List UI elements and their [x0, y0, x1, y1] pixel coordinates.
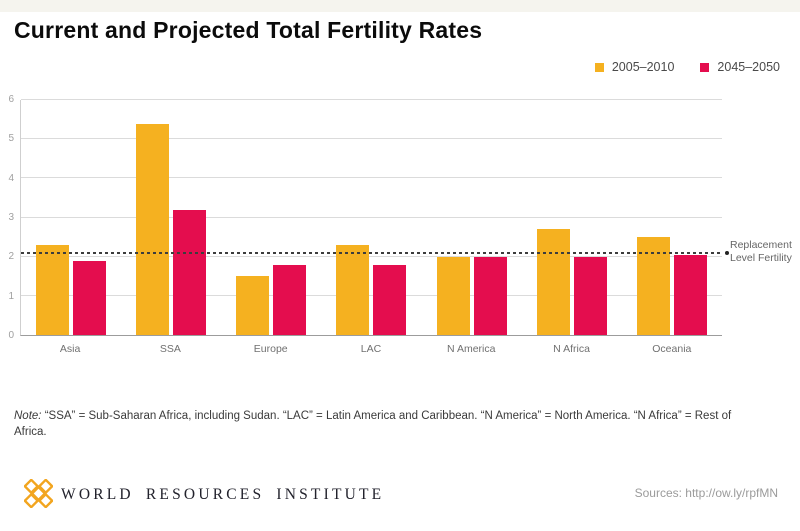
bar-2005–2010: [136, 123, 170, 335]
sources-link[interactable]: Sources: http://ow.ly/rpfMN: [634, 486, 778, 500]
x-axis-label: SSA: [159, 343, 181, 355]
y-tick-label: 2: [8, 251, 14, 263]
gridline: [21, 138, 722, 140]
bar-group-asia: [21, 100, 121, 335]
replacement-line: [21, 250, 729, 255]
replacement-level-label: Replacement Level Fertility: [730, 239, 800, 265]
wri-wordmark: WORLD RESOURCES INSTITUTE: [61, 486, 385, 503]
top-strip: [0, 0, 800, 12]
replacement-label-line1: Replacement: [730, 239, 792, 252]
bar-2045–2050: [173, 209, 207, 335]
gridline: [21, 294, 722, 296]
note-text: “SSA” = Sub-Saharan Africa, including Su…: [14, 410, 732, 438]
bar-2045–2050: [673, 254, 707, 335]
fertility-chart: 0 1 2 3 4 5 6 Replacement Level Fertility: [8, 94, 791, 341]
bar-2045–2050: [73, 260, 107, 335]
bar-2005–2010: [236, 276, 270, 335]
y-tick-label: 3: [8, 212, 14, 223]
page-title: Current and Projected Total Fertility Ra…: [14, 17, 483, 43]
legend: 2005–2010 2045–2050: [594, 60, 780, 74]
bar-2005–2010: [536, 229, 570, 335]
note-label: Note:: [14, 410, 42, 422]
bars: [21, 100, 722, 335]
x-axis-label: LAC: [360, 343, 382, 355]
y-tick-label: 5: [8, 133, 14, 145]
legend-item: 2005–2010: [594, 60, 675, 74]
y-axis-labels: 0 1 2 3 4 5 6: [2, 94, 16, 341]
replacement-label-line2: Level Fertility: [730, 252, 792, 265]
replacement-line-dot: [725, 250, 729, 255]
y-tick-label: 4: [8, 172, 14, 184]
y-tick-label: 1: [8, 290, 14, 302]
plot-area: [20, 99, 729, 336]
x-axis-label: Oceania: [652, 343, 692, 355]
x-axis-labels: Asia SSA Europe LAC N America N Africa Oceania: [20, 343, 722, 355]
bar-group-oceania: [622, 100, 722, 335]
chart-note: Note: “SSA” = Sub-Saharan Africa, includ…: [14, 409, 762, 440]
legend-label: 2045–2050: [717, 60, 780, 74]
bar-2005–2010: [336, 244, 370, 335]
gridline: [21, 255, 722, 257]
legend-label: 2005–2010: [611, 60, 675, 74]
y-tick-label: 6: [8, 94, 14, 105]
bar-2045–2050: [473, 256, 507, 335]
bar-2005–2010: [36, 244, 70, 335]
x-axis-label: N America: [447, 343, 496, 355]
legend-item: 2045–2050: [700, 60, 780, 74]
gridline: [21, 216, 722, 218]
bar-group-n-america: [422, 100, 522, 335]
gridline: [21, 177, 722, 179]
bar-group-n-africa: [522, 100, 622, 335]
legend-swatch: [594, 62, 604, 72]
bar-group-ssa: [121, 100, 221, 335]
x-axis-label: Europe: [253, 343, 288, 355]
x-axis-label: Asia: [59, 343, 81, 355]
wri-logo-icon: [24, 479, 53, 508]
bar-group-lac: [321, 100, 421, 335]
bar-2045–2050: [373, 264, 407, 335]
x-axis-label: N Africa: [553, 343, 590, 355]
bar-group-europe: [221, 100, 321, 335]
bar-2005–2010: [436, 256, 470, 335]
legend-swatch: [700, 62, 710, 72]
bar-2045–2050: [573, 256, 607, 335]
y-tick-label: 0: [8, 330, 14, 341]
gridline: [21, 99, 722, 100]
bar-2045–2050: [273, 264, 307, 335]
